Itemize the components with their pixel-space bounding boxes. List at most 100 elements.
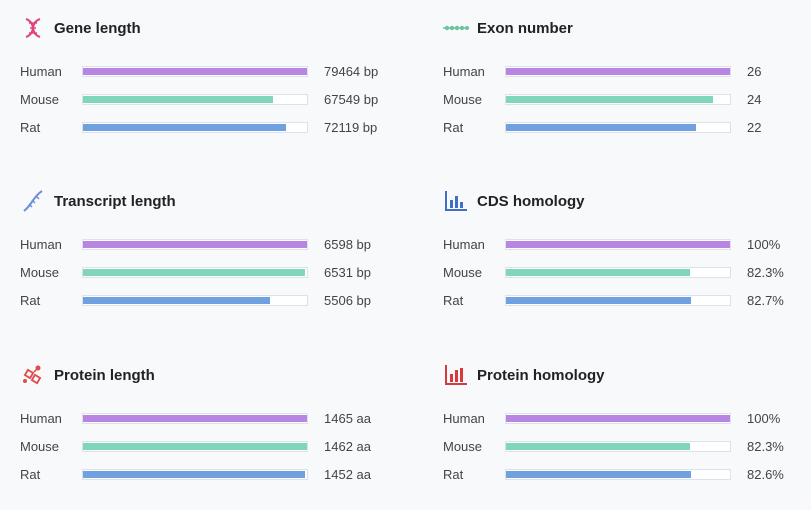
bar-track — [82, 413, 308, 424]
bar-fill — [506, 68, 730, 75]
bar-fill — [506, 241, 730, 248]
value-label: 24 — [747, 92, 762, 107]
chart-panel-2: Transcript length Human 6598 bp Mouse 6531 b… — [20, 187, 400, 327]
bar-fill — [83, 269, 305, 276]
value-label: 1452 aa — [324, 467, 371, 482]
value-label: 100% — [747, 411, 781, 426]
bar-fill — [83, 241, 307, 248]
bar-fill — [506, 443, 691, 450]
panel-header: Protein length — [20, 361, 155, 389]
value-label: 72119 bp — [324, 120, 378, 135]
panel-header: Transcript length — [20, 187, 176, 215]
bar-chart-blue-icon — [443, 188, 469, 214]
category-label: Human — [443, 411, 485, 426]
bar-row: Human 6598 bp — [20, 235, 400, 255]
bar-track — [505, 267, 731, 278]
panel-title: Exon number — [477, 19, 573, 37]
category-label: Rat — [443, 293, 464, 308]
category-label: Rat — [443, 120, 464, 135]
bar-track — [505, 122, 731, 133]
category-label: Rat — [20, 293, 41, 308]
category-label: Rat — [443, 467, 464, 482]
value-label: 5506 bp — [324, 293, 371, 308]
bar-fill — [83, 443, 307, 450]
bar-row: Human 100% — [443, 409, 811, 429]
chart-panel-3: CDS homology Human 100% Mouse 82.3% Rat 82.7% — [443, 187, 811, 327]
bar-track — [82, 267, 308, 278]
category-label: Human — [20, 411, 62, 426]
category-label: Human — [20, 64, 62, 79]
exon-icon — [443, 15, 469, 41]
bar-row: Mouse 24 — [443, 90, 811, 110]
panel-title: CDS homology — [477, 192, 585, 210]
bar-track — [505, 239, 731, 250]
bar-fill — [83, 124, 287, 131]
value-label: 82.6% — [747, 467, 784, 482]
value-label: 1462 aa — [324, 439, 371, 454]
bar-row: Human 26 — [443, 62, 811, 82]
bar-row: Mouse 82.3% — [443, 437, 811, 457]
bar-track — [505, 66, 731, 77]
panel-title: Protein length — [54, 366, 155, 384]
category-label: Mouse — [20, 92, 60, 107]
bar-fill — [506, 471, 692, 478]
category-label: Rat — [20, 467, 41, 482]
chart-panel-5: Protein homology Human 100% Mouse 82.3% Rat 82… — [443, 361, 811, 501]
bar-row: Rat 72119 bp — [20, 118, 400, 138]
bar-row: Mouse 82.3% — [443, 263, 811, 283]
bar-fill — [506, 96, 713, 103]
value-label: 6598 bp — [324, 237, 371, 252]
bar-row: Rat 5506 bp — [20, 291, 400, 311]
value-label: 6531 bp — [324, 265, 371, 280]
value-label: 82.3% — [747, 439, 784, 454]
bar-row: Rat 1452 aa — [20, 465, 400, 485]
category-label: Human — [443, 237, 485, 252]
value-label: 26 — [747, 64, 762, 79]
bar-track — [505, 469, 731, 480]
category-label: Human — [20, 237, 62, 252]
bar-fill — [83, 96, 274, 103]
panel-header: Gene length — [20, 14, 141, 42]
chart-panel-4: Protein length Human 1465 aa Mouse 1462 aa Ra… — [20, 361, 400, 501]
value-label: 79464 bp — [324, 64, 379, 79]
panel-header: CDS homology — [443, 187, 585, 215]
bar-fill — [83, 68, 307, 75]
bar-track — [505, 94, 731, 105]
chart-panel-0: Gene length Human 79464 bp Mouse 67549 bp Rat… — [20, 14, 400, 154]
bar-track — [82, 94, 308, 105]
bar-fill — [506, 297, 692, 304]
bar-track — [505, 441, 731, 452]
bar-chart-red-icon — [443, 362, 469, 388]
bar-track — [505, 413, 731, 424]
bar-fill — [506, 269, 691, 276]
panel-title: Transcript length — [54, 192, 176, 210]
bar-row: Mouse 1462 aa — [20, 437, 400, 457]
bar-row: Human 79464 bp — [20, 62, 400, 82]
bar-track — [82, 122, 308, 133]
category-label: Mouse — [20, 265, 60, 280]
bar-row: Rat 22 — [443, 118, 811, 138]
rna-icon — [20, 188, 46, 214]
category-label: Rat — [20, 120, 41, 135]
bar-fill — [506, 415, 730, 422]
bar-row: Mouse 6531 bp — [20, 263, 400, 283]
value-label: 82.7% — [747, 293, 784, 308]
bar-row: Rat 82.6% — [443, 465, 811, 485]
panel-header: Protein homology — [443, 361, 605, 389]
category-label: Mouse — [443, 265, 483, 280]
panel-title: Gene length — [54, 19, 141, 37]
bar-row: Rat 82.7% — [443, 291, 811, 311]
bar-fill — [83, 297, 270, 304]
bar-track — [82, 66, 308, 77]
bar-track — [82, 441, 308, 452]
protein-icon — [20, 362, 46, 388]
value-label: 1465 aa — [324, 411, 371, 426]
category-label: Mouse — [20, 439, 60, 454]
bar-track — [82, 469, 308, 480]
dna-icon — [20, 15, 46, 41]
category-label: Mouse — [443, 92, 483, 107]
value-label: 100% — [747, 237, 781, 252]
bar-fill — [83, 471, 305, 478]
panel-header: Exon number — [443, 14, 573, 42]
bar-track — [82, 239, 308, 250]
